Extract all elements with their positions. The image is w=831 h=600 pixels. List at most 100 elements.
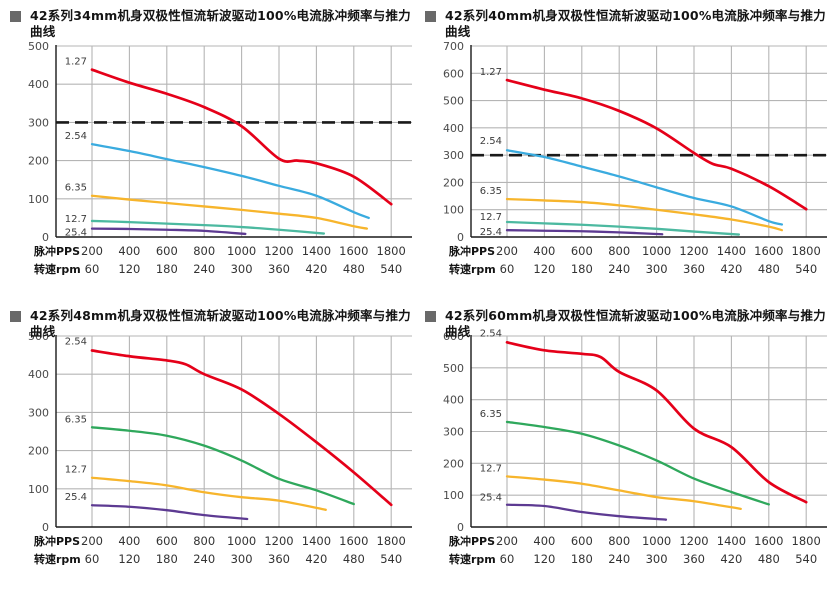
chart-panel-42-34mm: 42系列34mm机身双极性恒流斩波驱动100%电流脉冲频率与推力曲线 1.27 2… (0, 0, 415, 300)
y-tick-label: 400 (443, 122, 464, 135)
y-tick-label: 300 (443, 426, 464, 439)
x-tick-pps: 800 (193, 244, 215, 258)
x-tick-rpm: 60 (85, 262, 100, 276)
x-tick-pps: 400 (533, 534, 555, 548)
x-tick-pps: 1200 (264, 534, 293, 548)
y-tick-label: 100 (28, 483, 49, 496)
curve-label-2.54: 2.54 (480, 328, 502, 339)
x-tick-rpm: 420 (305, 552, 327, 566)
x-tick-pps: 1000 (642, 244, 671, 258)
x-tick-rpm: 540 (380, 552, 402, 566)
curve-12.7 (90, 219, 326, 235)
x-tick-pps: 600 (571, 244, 593, 258)
curve-6.35 (90, 426, 355, 506)
x-tick-pps: 600 (156, 244, 178, 258)
curve-25.4 (505, 503, 668, 521)
y-tick-label: 0 (457, 231, 464, 244)
x-tick-rpm: 540 (380, 262, 402, 276)
y-tick-label: 100 (28, 193, 49, 206)
curve-label-2.54: 2.54 (65, 131, 87, 142)
y-tick-label: 200 (443, 176, 464, 189)
y-tick-label: 200 (443, 457, 464, 470)
x-tick-rpm: 240 (193, 262, 215, 276)
x-tick-rpm: 480 (758, 262, 780, 276)
y-tick-label: 600 (443, 330, 464, 343)
title-bullet-icon (425, 311, 436, 322)
curve-label-2.54: 2.54 (65, 337, 87, 348)
y-tick-label: 0 (457, 521, 464, 534)
x-tick-pps: 1000 (642, 534, 671, 548)
chart-title: 42系列34mm机身双极性恒流斩波驱动100%电流脉冲频率与推力曲线 (30, 8, 411, 39)
x-tick-rpm: 420 (305, 262, 327, 276)
y-tick-label: 400 (28, 368, 49, 381)
curve-2.54 (90, 349, 393, 507)
chart-title: 42系列40mm机身双极性恒流斩波驱动100%电流脉冲频率与推力曲线 (445, 8, 826, 39)
x-tick-rpm: 300 (646, 262, 668, 276)
x-tick-pps: 400 (118, 244, 140, 258)
curve-label-25.4: 25.4 (480, 493, 502, 504)
x-axis-pps-label: 脉冲PPS (448, 244, 495, 258)
y-tick-label: 300 (443, 149, 464, 162)
curve-label-6.35: 6.35 (480, 409, 502, 420)
curve-label-25.4: 25.4 (65, 228, 87, 239)
chart-title: 42系列48mm机身双极性恒流斩波驱动100%电流脉冲频率与推力曲线 (30, 308, 411, 339)
x-tick-rpm: 540 (795, 552, 817, 566)
chart-title: 42系列60mm机身双极性恒流斩波驱动100%电流脉冲频率与推力曲线 (445, 308, 826, 339)
x-tick-pps: 1400 (302, 244, 331, 258)
y-tick-label: 200 (28, 445, 49, 458)
y-tick-label: 200 (28, 155, 49, 168)
torque-chart-40mm: 1.27 2.54 6.35 12.7 25.4 0 100 200 300 400 500 600 7… (443, 40, 827, 276)
x-tick-pps: 1200 (679, 534, 708, 548)
x-tick-rpm: 420 (720, 552, 742, 566)
x-tick-rpm: 180 (156, 262, 178, 276)
x-tick-rpm: 360 (268, 552, 290, 566)
x-tick-pps: 400 (533, 244, 555, 258)
x-tick-rpm: 480 (343, 262, 365, 276)
x-tick-pps: 1600 (754, 244, 783, 258)
curve-25.4 (505, 229, 664, 236)
x-tick-rpm: 60 (500, 552, 515, 566)
curve-1.27 (90, 68, 393, 206)
x-tick-rpm: 240 (193, 552, 215, 566)
y-tick-label: 500 (443, 362, 464, 375)
curve-label-2.54: 2.54 (480, 136, 502, 147)
y-tick-label: 500 (443, 95, 464, 108)
chart-panel-42-48mm: 42系列48mm机身双极性恒流斩波驱动100%电流脉冲频率与推力曲线 2.54 6… (0, 300, 415, 600)
curve-label-6.35: 6.35 (65, 183, 87, 194)
x-tick-rpm: 360 (683, 262, 705, 276)
x-tick-rpm: 480 (343, 552, 365, 566)
x-tick-pps: 1600 (754, 534, 783, 548)
x-tick-rpm: 180 (156, 552, 178, 566)
x-axis-pps-label: 脉冲PPS (448, 534, 495, 548)
x-tick-rpm: 60 (500, 262, 515, 276)
y-tick-label: 500 (28, 330, 49, 343)
x-tick-pps: 1400 (302, 534, 331, 548)
x-axis-rpm-label: 转速rpm (34, 552, 81, 566)
x-tick-rpm: 420 (720, 262, 742, 276)
x-tick-rpm: 300 (646, 552, 668, 566)
y-tick-label: 600 (443, 67, 464, 80)
x-tick-pps: 1800 (377, 244, 406, 258)
x-tick-pps: 200 (496, 244, 518, 258)
x-tick-rpm: 300 (231, 262, 253, 276)
x-tick-pps: 1800 (792, 534, 821, 548)
x-tick-pps: 400 (118, 534, 140, 548)
x-tick-rpm: 360 (683, 552, 705, 566)
x-tick-rpm: 240 (608, 262, 630, 276)
curve-12.7 (505, 220, 741, 236)
x-tick-pps: 200 (81, 534, 103, 548)
chart-header: 42系列34mm机身双极性恒流斩波驱动100%电流脉冲频率与推力曲线 (10, 8, 415, 40)
x-axis-rpm-label: 转速rpm (34, 262, 81, 276)
x-tick-rpm: 120 (533, 552, 555, 566)
x-tick-rpm: 120 (118, 552, 140, 566)
x-tick-pps: 800 (608, 534, 630, 548)
x-tick-pps: 1200 (264, 244, 293, 258)
x-axis-pps-label: 脉冲PPS (33, 244, 80, 258)
curve-2.54 (90, 143, 370, 220)
x-tick-pps: 1000 (227, 534, 256, 548)
y-tick-label: 400 (28, 78, 49, 91)
x-tick-rpm: 480 (758, 552, 780, 566)
x-axis-rpm-label: 转速rpm (449, 552, 496, 566)
x-tick-rpm: 240 (608, 552, 630, 566)
